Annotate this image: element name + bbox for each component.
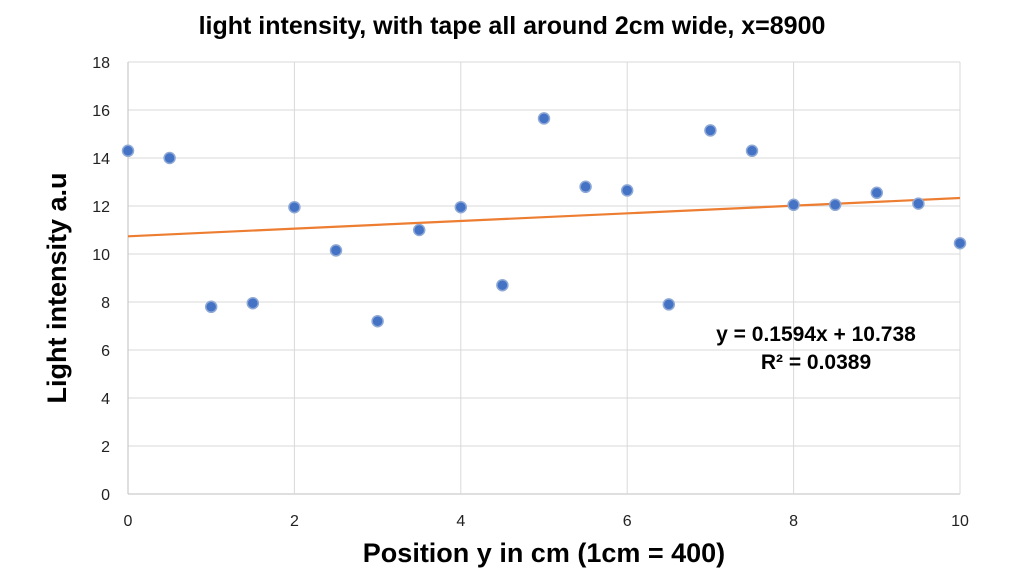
x-axis-label: Position y in cm (1cm = 400) — [363, 538, 725, 568]
x-tick-label: 0 — [124, 513, 133, 530]
data-point — [537, 112, 551, 125]
chart-title: light intensity, with tape all around 2c… — [199, 12, 826, 40]
data-point — [246, 296, 260, 310]
data-point — [454, 200, 468, 214]
x-tick-label: 10 — [951, 513, 969, 530]
data-point — [496, 278, 509, 292]
y-tick-label: 10 — [92, 247, 110, 264]
data-point — [579, 180, 592, 194]
tick-labels: 0 2 4 6 8 10 12 14 16 18 0 2 4 6 8 10 — [92, 55, 969, 530]
data-point — [704, 124, 717, 137]
data-point — [329, 244, 343, 257]
data-point — [412, 223, 426, 237]
trendline — [127, 196, 961, 238]
y-tick-label: 18 — [92, 55, 110, 72]
x-tick-label: 2 — [290, 513, 299, 530]
y-tick-label: 6 — [101, 343, 110, 360]
x-tick-label: 6 — [623, 513, 632, 530]
y-tick-label: 8 — [101, 295, 110, 312]
trendline-layer — [127, 196, 961, 238]
y-tick-label: 12 — [92, 199, 110, 216]
x-tick-label: 4 — [456, 513, 465, 530]
data-point — [204, 300, 218, 314]
data-point — [288, 200, 301, 214]
y-tick-label: 14 — [92, 151, 110, 168]
data-point — [828, 198, 842, 212]
y-tick-label: 16 — [92, 103, 110, 120]
data-point — [620, 184, 634, 197]
data-point — [787, 198, 800, 212]
data-point — [121, 144, 135, 158]
y-tick-label: 2 — [101, 439, 110, 456]
data-point — [371, 314, 384, 328]
data-point — [662, 298, 676, 311]
data-points — [121, 112, 967, 328]
y-axis-label: Light intensity a.u — [42, 172, 72, 403]
data-point — [870, 186, 884, 200]
x-tick-label: 8 — [789, 513, 798, 530]
trendline-r-squared: R² = 0.0389 — [761, 351, 871, 374]
data-point — [163, 151, 176, 165]
y-tick-label: 4 — [101, 391, 110, 408]
data-point — [912, 197, 925, 210]
data-point — [745, 144, 759, 158]
trendline-equation: y = 0.1594x + 10.738 — [716, 323, 916, 346]
data-point — [953, 236, 967, 250]
gridlines — [127, 61, 961, 495]
y-tick-label: 0 — [101, 487, 110, 504]
